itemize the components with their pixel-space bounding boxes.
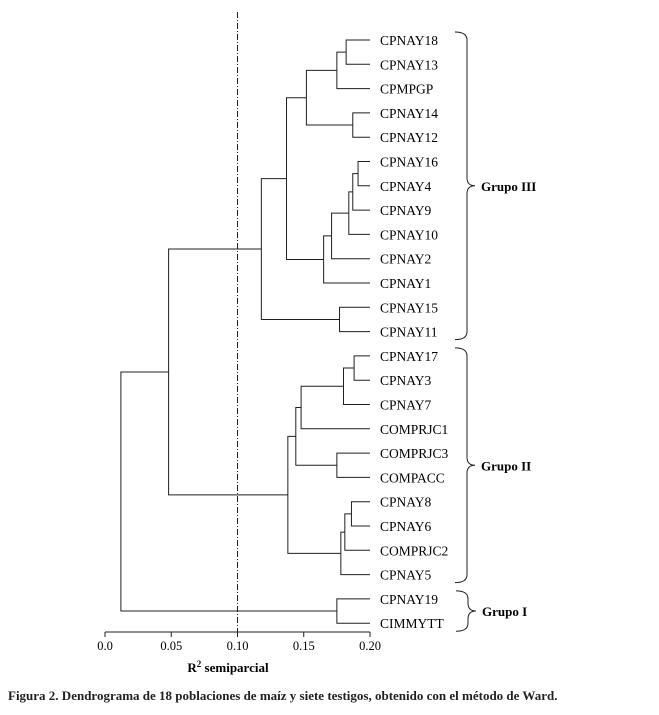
x-tick-label-2: 0.10 (227, 639, 249, 653)
branch-m13 (353, 355, 370, 381)
branch-m17 (295, 407, 337, 466)
branch-m2 (336, 51, 370, 90)
leaf-label-cpnay10: CPNAY10 (380, 227, 438, 242)
leaf-labels: CPNAY18 CPNAY13 CPMPGP CPNAY14 CPNAY12 CPNAY1… (380, 33, 449, 631)
leaf-label-cpnay11: CPNAY11 (380, 325, 438, 340)
leaf-label-cpnay9: CPNAY9 (380, 203, 432, 218)
branch-m12 (260, 178, 340, 320)
x-tick-label-3: 0.15 (293, 639, 315, 653)
leaf-label-cpnay12: CPNAY12 (380, 130, 438, 145)
branch-m9 (323, 235, 370, 284)
leaf-label-cpnay2: CPNAY2 (380, 252, 431, 267)
leaf-label-cpmpgp: CPMPGP (380, 82, 433, 97)
branch-m1 (345, 39, 370, 65)
branch-m18 (350, 501, 370, 527)
x-axis: 0.0 0.05 0.10 0.15 0.20 (97, 631, 381, 653)
branch-m3 (352, 112, 370, 138)
x-axis-title-superscript: 2 (197, 659, 202, 669)
leaf-label-cpnay8: CPNAY8 (380, 495, 432, 510)
branch-m4 (305, 69, 353, 126)
branch-m23 (336, 598, 370, 624)
group-brackets: Grupo III Grupo II Grupo I (454, 31, 536, 632)
leaf-label-cimmytt: CIMMYTT (380, 616, 445, 631)
branch-m15 (300, 385, 370, 430)
leaf-label-cpnay1: CPNAY1 (380, 276, 431, 291)
tree-branches (120, 39, 370, 624)
branch-m10 (286, 97, 324, 260)
leaf-label-comprjc1: COMPRJC1 (380, 422, 448, 437)
branch-m7 (348, 191, 370, 235)
x-tick-label-1: 0.05 (160, 639, 182, 653)
x-tick-label-0: 0.0 (97, 639, 113, 653)
group-brace-1 (454, 31, 476, 341)
leaf-label-cpnay17: CPNAY17 (380, 349, 438, 364)
branch-m19 (344, 513, 370, 551)
leaf-label-cpnay5: CPNAY5 (380, 568, 432, 583)
x-axis-title: R2 semiparcial (187, 659, 269, 675)
leaf-label-cpnay14: CPNAY14 (380, 106, 438, 121)
leaf-label-cpnay16: CPNAY16 (380, 155, 438, 170)
group-brace-2 (454, 347, 476, 584)
branch-m16 (336, 452, 370, 478)
leaf-label-cpnay7: CPNAY7 (380, 398, 432, 413)
x-axis-title-main: R (187, 660, 197, 675)
leaf-label-cpnay13: CPNAY13 (380, 57, 438, 72)
leaf-label-comprjc2: COMPRJC2 (380, 543, 448, 558)
leaf-label-cpnay3: CPNAY3 (380, 373, 432, 388)
leaf-label-compacc: COMPACC (380, 470, 445, 485)
figure-caption: Figura 2. Dendrograma de 18 poblaciones … (8, 688, 558, 703)
branch-m24 (120, 371, 337, 612)
branch-m11 (339, 306, 370, 333)
leaf-label-cpnay4: CPNAY4 (380, 179, 432, 194)
leaf-label-cpnay19: CPNAY19 (380, 592, 438, 607)
group-label-3: Grupo I (482, 604, 527, 619)
leaf-label-cpnay15: CPNAY15 (380, 300, 438, 315)
group-label-2: Grupo II (481, 458, 531, 473)
group-label-1: Grupo III (481, 179, 536, 194)
group-brace-3 (455, 590, 477, 632)
branch-m6 (352, 173, 370, 211)
leaf-label-comprjc3: COMPRJC3 (380, 446, 449, 461)
branch-m8 (331, 212, 370, 260)
branch-m5 (357, 161, 370, 187)
branch-m22 (168, 248, 288, 496)
leaf-label-cpnay18: CPNAY18 (380, 33, 438, 48)
branch-m14 (343, 367, 370, 405)
dendrogram-chart: CPNAY18CPNAY13CPMPGPCPNAY14CPNAY12CPNAY1… (97, 12, 536, 675)
leaf-label-cpnay6: CPNAY6 (380, 519, 432, 534)
x-axis-title-rest: semiparcial (201, 660, 269, 675)
x-tick-label-4: 0.20 (359, 639, 381, 653)
